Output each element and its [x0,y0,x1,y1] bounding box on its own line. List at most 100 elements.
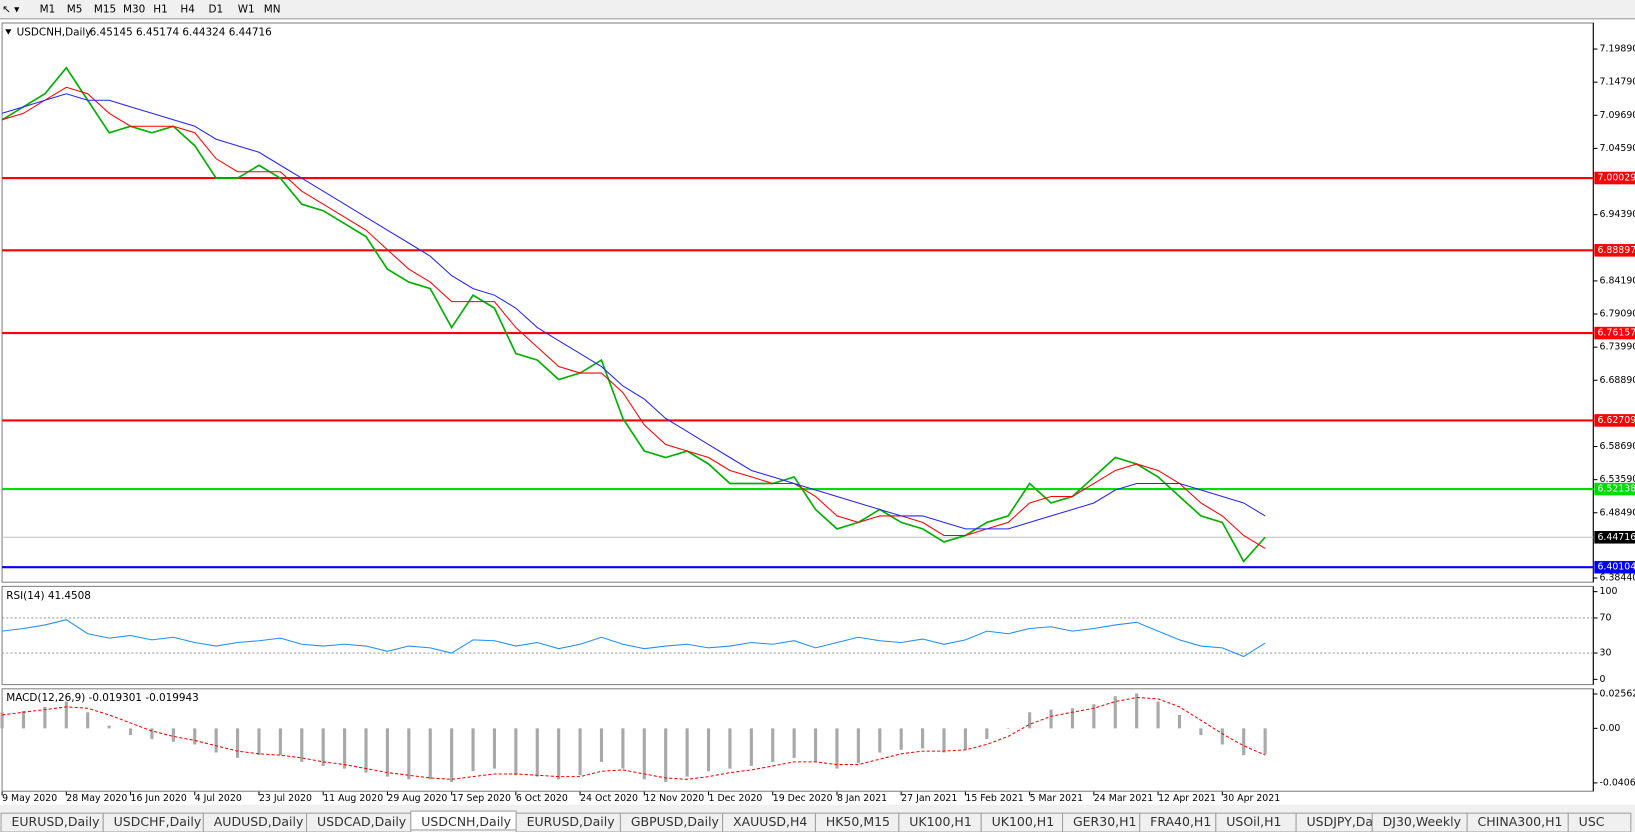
x-tick-label: 16 Jun 2020 [131,793,187,804]
tool-icon[interactable]: ↖ ▾ [2,3,20,15]
tab-label[interactable]: EURUSD,Daily [11,814,100,829]
tab-label[interactable]: USDCAD,Daily [317,814,407,829]
histogram-bar [1092,704,1096,729]
histogram-bar [128,728,133,736]
timeframe-button[interactable]: H1 [153,3,167,15]
y-tick-label: 70 [1600,612,1612,623]
x-tick-label: 19 Dec 2020 [773,793,833,804]
level-tag [1594,414,1635,427]
tab-label[interactable]: FRA40,H1 [1150,814,1211,829]
tab-label[interactable]: DJ30,Weekly [1383,814,1462,829]
histogram-bar [599,728,604,762]
histogram-bar [963,728,967,750]
x-tick-label: 9 May 2020 [2,793,57,804]
histogram-bar [407,728,411,780]
level-label: 7.00029 [1597,173,1635,184]
tab-label[interactable]: USC [1579,814,1605,829]
tab-label[interactable]: USDJPY,Daily [1307,814,1388,829]
histogram-bar [193,728,197,745]
histogram-bar [321,728,325,766]
histogram-bar [771,728,775,762]
tab-label[interactable]: USDCNH,Daily [421,814,511,829]
level-label: 6.62709 [1597,415,1635,426]
histogram-bar [856,728,860,764]
tab-label[interactable]: XAUUSD,H4 [733,814,807,829]
timeframe-button[interactable]: D1 [209,3,224,15]
histogram-bar [236,728,240,758]
histogram-bar [428,728,432,780]
x-tick-label: 27 Jan 2021 [901,793,957,804]
level-label: 6.76157 [1597,328,1635,339]
x-tick-label: 23 Jul 2020 [259,793,312,804]
timeframe-button[interactable]: H4 [180,3,195,15]
tab-label[interactable]: USOil,H1 [1226,814,1281,829]
histogram-bar [150,728,154,740]
y-tick-label: 100 [1600,586,1618,597]
histogram-bar [107,725,111,729]
y-tick-label: 7.14790 [1600,77,1635,88]
histogram-bar [642,728,646,780]
histogram-bar [1156,701,1160,729]
menu-arrow[interactable] [5,29,12,35]
y-tick-label: -0.04068 [1600,777,1635,788]
histogram-bar [706,728,711,772]
level-tag [1594,326,1635,340]
level-tag [1594,531,1635,544]
histogram-bar [1135,693,1139,729]
tab-label[interactable]: UK100,H1 [909,814,972,829]
tab-label[interactable]: GER30,H1 [1073,814,1137,829]
histogram-bar [64,701,68,729]
x-tick-label: 6 Oct 2020 [516,793,568,804]
y-tick-label: 6.94390 [1600,209,1635,220]
x-tick-label: 24 Oct 2020 [580,793,638,804]
tab-label[interactable]: GBPUSD,Daily [631,814,720,829]
timeframe-button[interactable]: W1 [238,3,255,15]
tab-label[interactable]: EURUSD,Daily [527,814,616,829]
tab-label[interactable]: AUDUSD,Daily [214,814,304,829]
histogram-bar [792,728,796,758]
panel-frame [1,22,1594,583]
tab-label[interactable]: CHINA300,H1 [1478,814,1563,829]
tab-label[interactable]: HK50,M15 [826,814,890,829]
y-tick-label: 6.79090 [1600,309,1635,320]
histogram-bar [450,728,454,782]
histogram-bar [1049,709,1053,729]
level-tag [1594,482,1635,496]
level-tag [1594,560,1635,574]
series-line [2,619,1266,658]
y-tick-label: 7.04590 [1600,143,1635,154]
histogram-bar [1028,712,1032,729]
x-tick-label: 12 Nov 2020 [644,793,704,804]
series-line [1,93,1266,530]
level-tag [1594,244,1635,257]
y-tick-label: 6.53590 [1600,474,1635,485]
tab-label[interactable]: USDCHF,Daily [114,814,202,829]
histogram-bar [878,728,882,753]
histogram-bar [621,728,625,769]
y-tick-label: 6.68890 [1600,375,1635,386]
timeframe-button[interactable]: M1 [40,3,56,15]
tab[interactable] [1567,812,1632,832]
histogram-bar [471,728,475,772]
level-label: 6.40104 [1597,562,1635,573]
timeframe-button[interactable]: M15 [94,3,116,15]
y-tick-label: 6.58690 [1600,441,1635,452]
histogram-bar [86,712,90,729]
x-tick-label: 24 Mar 2021 [1094,793,1153,804]
timeframe-button[interactable]: M30 [123,3,145,15]
level-label: 6.52138 [1597,484,1635,495]
timeframe-button[interactable]: M5 [67,3,83,15]
timeframe-button[interactable]: MN [264,3,281,15]
x-tick-label: 5 Mar 2021 [1030,793,1083,804]
histogram-bar [557,728,561,780]
panel-title: RSI(14) 41.4508 [6,590,91,602]
histogram-bar [813,728,818,762]
y-tick-label: 6.84190 [1600,275,1635,286]
histogram-bar [364,728,368,773]
tab-label[interactable]: UK100,H1 [992,814,1055,829]
panel-frame [1,688,1594,792]
histogram-bar [300,728,304,762]
histogram-bar [514,728,518,776]
histogram-bar [492,728,497,769]
